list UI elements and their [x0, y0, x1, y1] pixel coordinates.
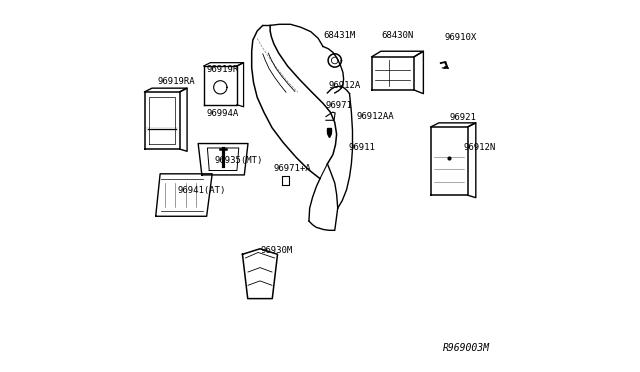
Text: 96935(MT): 96935(MT)	[215, 156, 263, 165]
Text: 96930M: 96930M	[261, 246, 293, 255]
Text: 96971: 96971	[326, 101, 353, 110]
Text: 68430N: 68430N	[381, 31, 413, 40]
Text: 96912A: 96912A	[329, 81, 361, 90]
Text: 96994A: 96994A	[206, 109, 239, 118]
Text: R969003M: R969003M	[443, 343, 490, 353]
Text: 96921: 96921	[449, 113, 476, 122]
Text: 96911: 96911	[349, 143, 376, 152]
Text: 96919R: 96919R	[206, 65, 239, 74]
Text: 96919RA: 96919RA	[157, 77, 195, 86]
Text: 96941(AT): 96941(AT)	[178, 186, 226, 195]
Text: 96971+A: 96971+A	[274, 164, 312, 173]
Text: 96912N: 96912N	[463, 143, 495, 152]
Text: 96912AA: 96912AA	[356, 112, 394, 121]
Text: 96910X: 96910X	[445, 33, 477, 42]
Text: 68431M: 68431M	[324, 31, 356, 40]
